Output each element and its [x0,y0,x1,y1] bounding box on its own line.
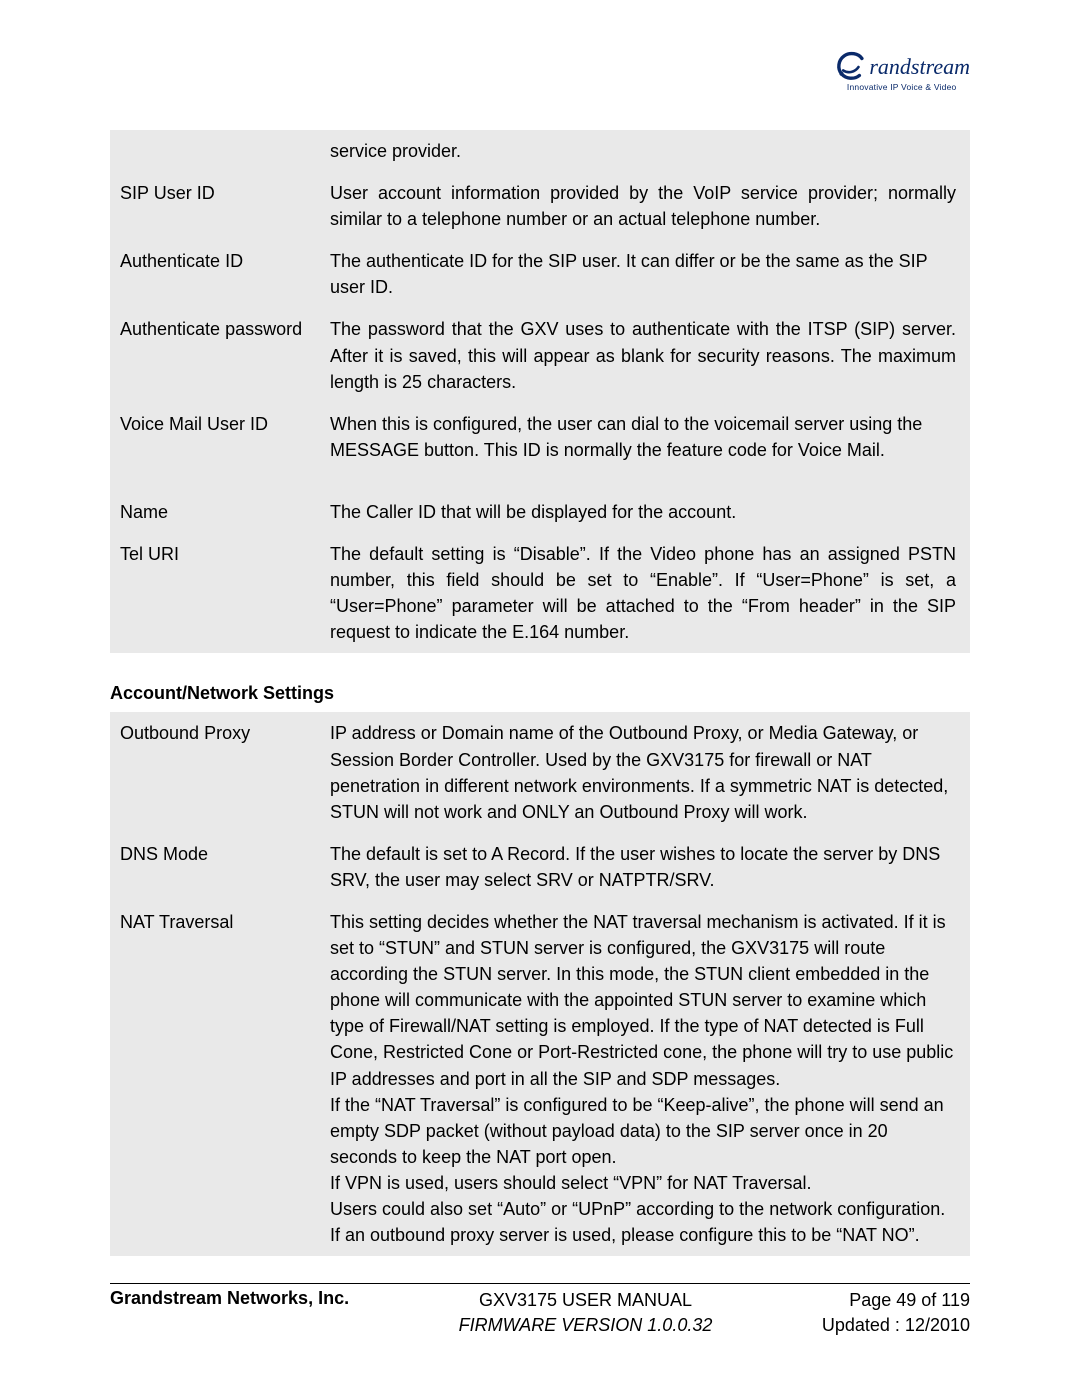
footer-row: Grandstream Networks, Inc. GXV3175 USER … [110,1288,970,1337]
footer-center: GXV3175 USER MANUAL FIRMWARE VERSION 1.0… [459,1288,713,1337]
brand-name: randstream [869,54,970,80]
settings-table-1: service provider.SIP User IDUser account… [110,130,970,653]
footer-rule [110,1283,970,1284]
table-row: Authenticate IDThe authenticate ID for t… [110,240,970,308]
table-row: Voice Mail User IDWhen this is configure… [110,403,970,491]
footer-updated: Updated : 12/2010 [822,1313,970,1337]
table-row: Tel URIThe default setting is “Disable”.… [110,533,970,653]
setting-description: This setting decides whether the NAT tra… [320,901,970,1256]
setting-label: Outbound Proxy [110,712,320,832]
setting-description: The default is set to A Record. If the u… [320,833,970,901]
setting-description: The authenticate ID for the SIP user. It… [320,240,970,308]
setting-description: User account information provided by the… [320,172,970,240]
page-footer: Grandstream Networks, Inc. GXV3175 USER … [110,1283,970,1337]
table-row: NameThe Caller ID that will be displayed… [110,491,970,533]
setting-label: DNS Mode [110,833,320,901]
table-row: NAT TraversalThis setting decides whethe… [110,901,970,1256]
setting-label [110,130,320,172]
setting-description: service provider. [320,130,970,172]
table-row: service provider. [110,130,970,172]
table-row: Authenticate passwordThe password that t… [110,308,970,402]
brand-wordmark: randstream [833,50,970,84]
settings-table-2: Outbound ProxyIP address or Domain name … [110,712,970,1256]
brand-tagline: Innovative IP Voice & Video [847,82,957,92]
setting-description: The Caller ID that will be displayed for… [320,491,970,533]
brand-logo: randstream Innovative IP Voice & Video [833,50,970,92]
setting-description: When this is configured, the user can di… [320,403,970,491]
table-row: DNS ModeThe default is set to A Record. … [110,833,970,901]
page-content: service provider.SIP User IDUser account… [110,130,970,1256]
footer-company: Grandstream Networks, Inc. [110,1288,349,1309]
footer-firmware: FIRMWARE VERSION 1.0.0.32 [459,1313,713,1337]
setting-label: SIP User ID [110,172,320,240]
brand-g-icon [833,50,867,84]
setting-label: Authenticate password [110,308,320,402]
footer-right: Page 49 of 119 Updated : 12/2010 [822,1288,970,1337]
setting-label: Voice Mail User ID [110,403,320,491]
setting-label: NAT Traversal [110,901,320,1256]
setting-label: Name [110,491,320,533]
setting-label: Authenticate ID [110,240,320,308]
section-heading: Account/Network Settings [110,683,970,704]
setting-label: Tel URI [110,533,320,653]
setting-description: The password that the GXV uses to authen… [320,308,970,402]
footer-page-number: Page 49 of 119 [822,1288,970,1312]
setting-description: The default setting is “Disable”. If the… [320,533,970,653]
table-row: Outbound ProxyIP address or Domain name … [110,712,970,832]
setting-description: IP address or Domain name of the Outboun… [320,712,970,832]
footer-manual-title: GXV3175 USER MANUAL [459,1288,713,1312]
table-row: SIP User IDUser account information prov… [110,172,970,240]
